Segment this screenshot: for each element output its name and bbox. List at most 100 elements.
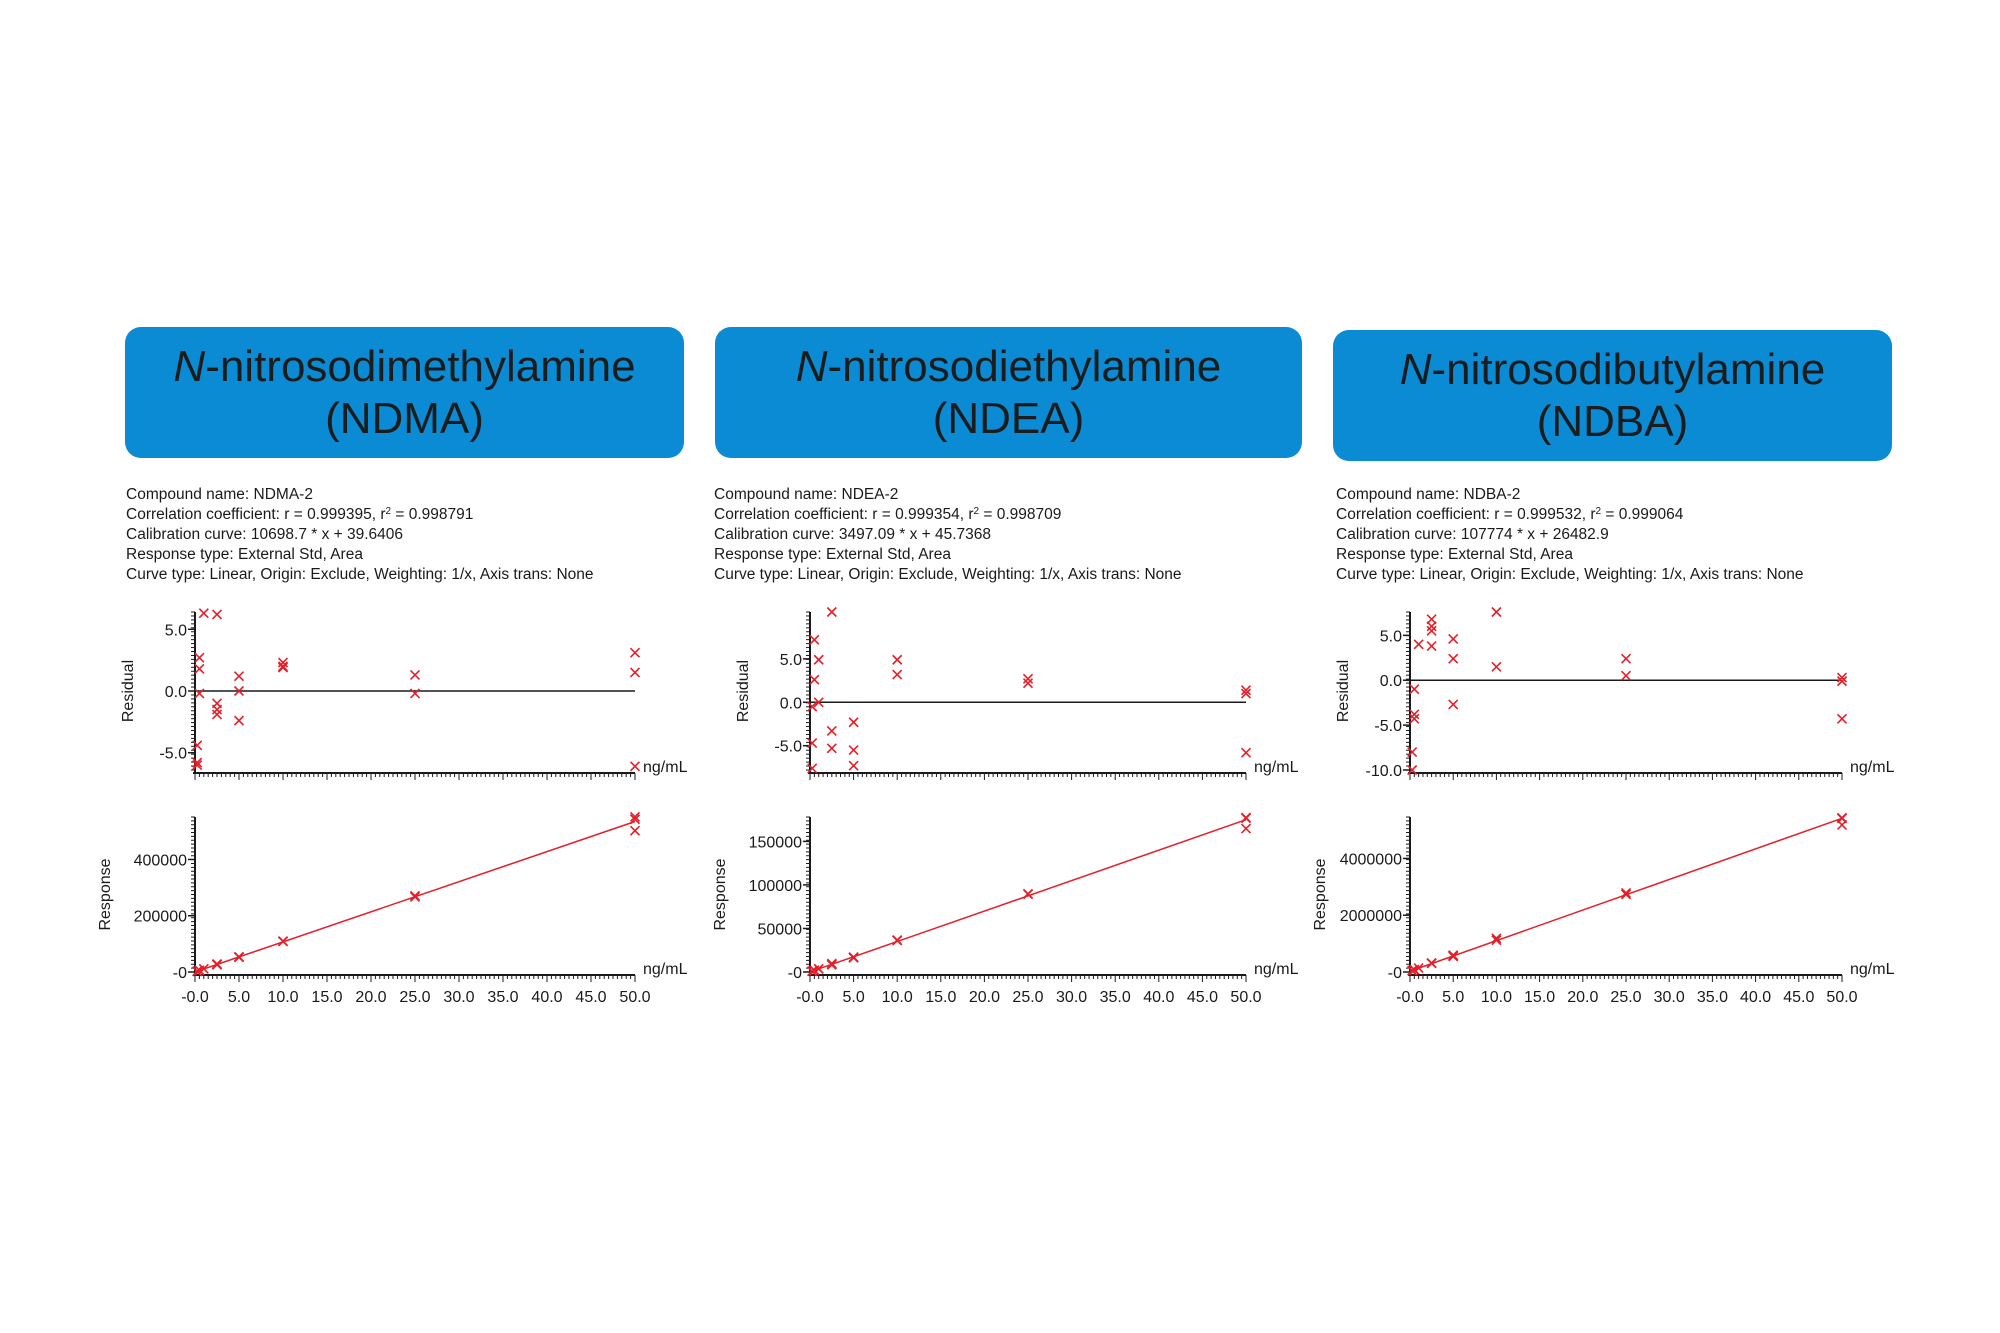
data-point (1409, 709, 1420, 720)
title-name: -nitrosodiethylamine (827, 341, 1222, 391)
data-point (892, 935, 903, 946)
curve-type: Curve type: Linear, Origin: Exclude, Wei… (1336, 566, 1804, 583)
data-point (211, 609, 223, 620)
response-chart-ndma: 400000 200000 -0 -0.0 5.0 10.0 15.0 20.0 25.0 30.… (97, 811, 688, 1006)
x-tick-label: -0.0 (1396, 989, 1424, 1006)
x-tick-label: 10.0 (267, 989, 298, 1006)
x-unit-label: ng/mL (643, 961, 688, 978)
data-point (233, 715, 245, 726)
data-point (277, 661, 289, 672)
compound-name: Compound name: NDEA-2 (714, 486, 899, 503)
data-point (826, 743, 837, 754)
data-point (1240, 747, 1252, 758)
data-point (1448, 951, 1459, 962)
data-point (1836, 676, 1848, 687)
x-unit-label: ng/mL (1254, 961, 1299, 978)
y-axis-label: Response (712, 858, 729, 930)
data-point (1426, 625, 1437, 636)
x-tick-label: 45.0 (1187, 989, 1218, 1006)
data-point (233, 671, 245, 682)
calibration-curve: Calibration curve: 3497.09 * x + 45.7368 (714, 526, 992, 543)
title-name: -nitrosodibutylamine (1431, 344, 1826, 394)
title-italic-n: N (795, 341, 828, 391)
data-point (826, 725, 837, 736)
x-tick-label: 40.0 (531, 989, 562, 1006)
x-tick-label: 30.0 (443, 989, 474, 1006)
data-point (629, 761, 641, 772)
data-point (1620, 889, 1632, 900)
compound-name: Compound name: NDMA-2 (126, 486, 313, 503)
data-point (1491, 606, 1502, 618)
response-type: Response type: External Std, Area (126, 546, 363, 563)
data-point (813, 654, 824, 665)
y-tick-label: 50000 (758, 921, 803, 938)
data-point (1413, 962, 1424, 974)
y-tick-label: 0.0 (1380, 673, 1402, 690)
residual-chart-ndea: 5.0 0.0 -5.0 ng/mL Residual (735, 606, 1299, 780)
data-point (233, 685, 245, 697)
title-abbr: (NDEA) (932, 393, 1085, 443)
data-point (192, 740, 203, 751)
x-tick-label: 50.0 (619, 989, 650, 1006)
curve-type: Curve type: Linear, Origin: Exclude, Wei… (126, 566, 594, 583)
data-point (848, 760, 859, 771)
response-type: Response type: External Std, Area (1336, 546, 1573, 563)
data-point (409, 891, 421, 902)
x-tick-label: -0.0 (181, 989, 209, 1006)
y-tick-label: -0 (788, 965, 802, 982)
data-point (409, 688, 421, 699)
data-point (1022, 673, 1034, 684)
data-point (211, 959, 223, 970)
y-tick-label: 100000 (749, 878, 802, 895)
x-tick-label: 50.0 (1230, 989, 1261, 1006)
data-point (1240, 823, 1252, 834)
x-unit-label: ng/mL (1254, 759, 1299, 776)
residual-chart-ndma: 5.0 0.0 -5.0 ng/mL Residual (120, 608, 688, 780)
data-point (1240, 813, 1252, 824)
data-point (813, 963, 824, 974)
data-point (807, 966, 818, 977)
data-point (848, 952, 859, 963)
data-point (1426, 614, 1437, 625)
residual-chart-ndba: 5.0 0.0 -5.0 -10.0 ng/mL Residual (1335, 606, 1895, 780)
x-tick-label: 35.0 (1100, 989, 1131, 1006)
panel-ndma: N-nitrosodimethylamine (NDMA) Compound n… (97, 0, 746, 1333)
calibration-curve: Calibration curve: 107774 * x + 26482.9 (1336, 526, 1609, 543)
data-point (1022, 889, 1034, 900)
calibration-curve: Calibration curve: 10698.7 * x + 39.6406 (126, 526, 404, 543)
compound-info: Compound name: NDEA-2 Correlation coeffi… (714, 485, 1182, 585)
response-type: Response type: External Std, Area (714, 546, 951, 563)
compound-info: Compound name: NDBA-2 Correlation coeffi… (1336, 485, 1804, 585)
correlation-coefficient: Correlation coefficient: r = 0.999395, r… (126, 506, 474, 523)
y-axis-label: Residual (120, 660, 137, 722)
data-point (1407, 764, 1418, 776)
x-unit-label: ng/mL (643, 759, 688, 776)
data-point (1620, 670, 1632, 681)
data-point (848, 744, 859, 756)
data-point (1407, 746, 1418, 758)
title-abbr: (NDMA) (325, 393, 484, 443)
data-point (211, 704, 223, 715)
x-tick-label: 35.0 (487, 989, 518, 1006)
x-tick-label: 5.0 (842, 989, 864, 1006)
y-axis-label: Residual (735, 660, 752, 722)
data-point (813, 697, 824, 708)
data-point (194, 688, 205, 699)
data-point (809, 634, 820, 645)
data-point (1836, 713, 1848, 724)
fit-line (809, 818, 1247, 973)
data-point (233, 952, 245, 963)
x-tick-label: 15.0 (925, 989, 956, 1006)
x-tick-label: 5.0 (228, 989, 250, 1006)
y-axis-label: Response (97, 858, 114, 930)
data-point (194, 663, 205, 674)
y-tick-label: 0.0 (780, 695, 802, 712)
data-point (892, 669, 903, 680)
x-unit-label: ng/mL (1850, 759, 1895, 776)
data-point (1491, 935, 1502, 946)
y-tick-label: 400000 (134, 852, 187, 869)
y-tick-label: 5.0 (165, 622, 187, 639)
data-point (277, 936, 289, 947)
x-tick-label: 40.0 (1143, 989, 1174, 1006)
data-point (1448, 653, 1459, 664)
